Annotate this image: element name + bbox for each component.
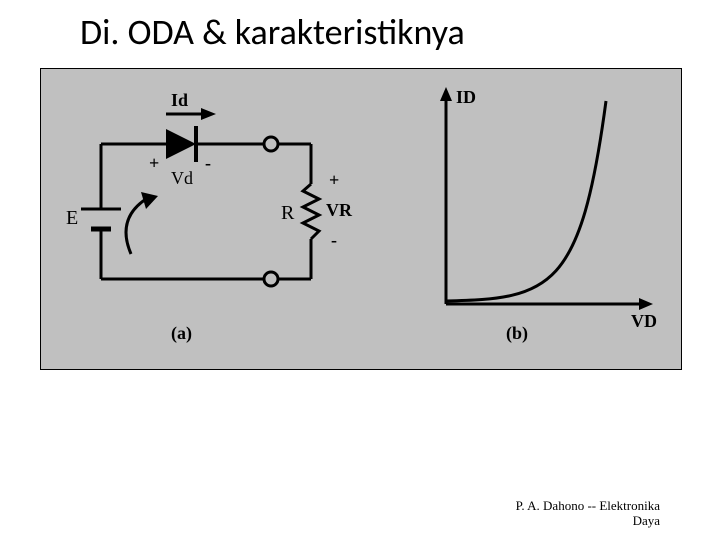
footer-line1: P. A. Dahono -- Elektronika [516, 498, 660, 513]
figure-container: Id + Vd - E R + VR - (a) ID VD (b) [40, 68, 682, 370]
page-title: Di. ODA & karakteristiknya [80, 10, 465, 54]
x-axis-label: VD [631, 311, 657, 331]
panel-b-label: (b) [506, 323, 528, 344]
vd-label: Vd [171, 168, 193, 188]
id-label: Id [171, 90, 188, 110]
vr-plus: + [329, 170, 339, 190]
footer-line2: Daya [633, 513, 660, 528]
vd-minus: - [205, 153, 211, 173]
r-label: R [281, 202, 295, 224]
panel-b: ID VD (b) [440, 87, 657, 344]
panel-a: Id + Vd - E R + VR - (a) [66, 90, 353, 344]
footer: P. A. Dahono -- Elektronika Daya [516, 499, 660, 528]
vr-minus: - [331, 230, 337, 250]
y-axis-label: ID [456, 87, 476, 107]
e-label: E [66, 207, 78, 229]
vd-plus: + [149, 153, 159, 173]
vr-label: VR [326, 200, 353, 220]
panel-a-label: (a) [171, 323, 192, 344]
